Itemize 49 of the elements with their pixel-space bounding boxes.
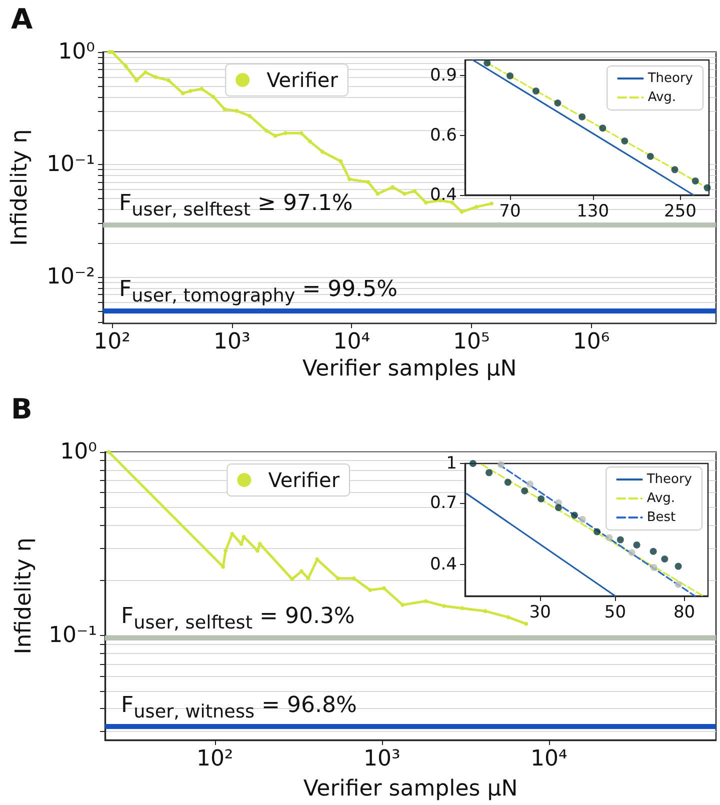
legend-label: Theory [646,472,692,487]
chart-title: A [11,2,33,36]
y-tick-label: 10⁻¹ [46,152,95,178]
annotation: F$_{user, tomography}$ = 99.5% [119,277,398,307]
x-axis-title: Verifier samples μN [303,776,518,802]
y-tick-label: 1 [446,454,457,474]
x-tick-label: 10² [94,330,130,355]
annotation: F$_{user, witness}$ = 96.8% [121,692,357,722]
y-tick-label: 0.9 [430,66,457,86]
y-tick-label: 10⁰ [60,440,98,464]
x-axis-title: Verifier samples μN [302,356,517,382]
legend-label: Avg. [648,90,676,105]
legend-label: Verifier [266,68,339,92]
y-tick-label: 10⁻¹ [48,623,97,648]
point [646,152,654,160]
x-tick-label: 10² [196,746,234,772]
x-tick-label: 10⁵ [453,330,490,355]
legend-label: Best [646,510,676,525]
x-tick-label: 130 [576,202,610,222]
y-tick-label: 0.6 [430,125,457,146]
y-tick-label: 0.7 [430,492,457,513]
y-tick-label: 10⁻² [46,264,95,290]
x-tick-label: 80 [673,602,696,622]
x-tick-label: 30 [529,602,551,622]
point [554,99,562,106]
x-tick-label: 10⁴ [333,330,370,355]
y-tick-label: 0.4 [430,554,457,574]
legend-label: Avg. [646,491,676,506]
point [506,72,514,80]
y-tick-label: 0.4 [430,185,457,205]
point [621,138,628,145]
point [692,177,699,184]
annotation: F$_{user, selftest}$ = 90.3% [121,604,355,634]
x-tick-label: 10⁶ [572,330,610,355]
annotation: F$_{user, selftest}$ ≥ 97.1% [119,191,353,221]
point [599,124,606,132]
point [484,59,491,66]
legend-label: Theory [646,71,694,86]
x-tick-label: 10³ [213,330,250,355]
y-axis-title: Infidelity η [8,129,32,246]
x-tick-label: 50 [604,602,626,622]
y-tick-label: 10⁰ [58,40,96,64]
x-tick-label: 250 [664,202,696,222]
x-tick-label: 70 [499,202,521,222]
x-tick-label: 10³ [363,746,400,772]
x-tick-label: 10⁴ [530,746,568,772]
y-axis-title: Infidelity η [12,538,36,654]
chart-title: B [11,392,32,426]
legend-label: Verifier [268,468,340,492]
